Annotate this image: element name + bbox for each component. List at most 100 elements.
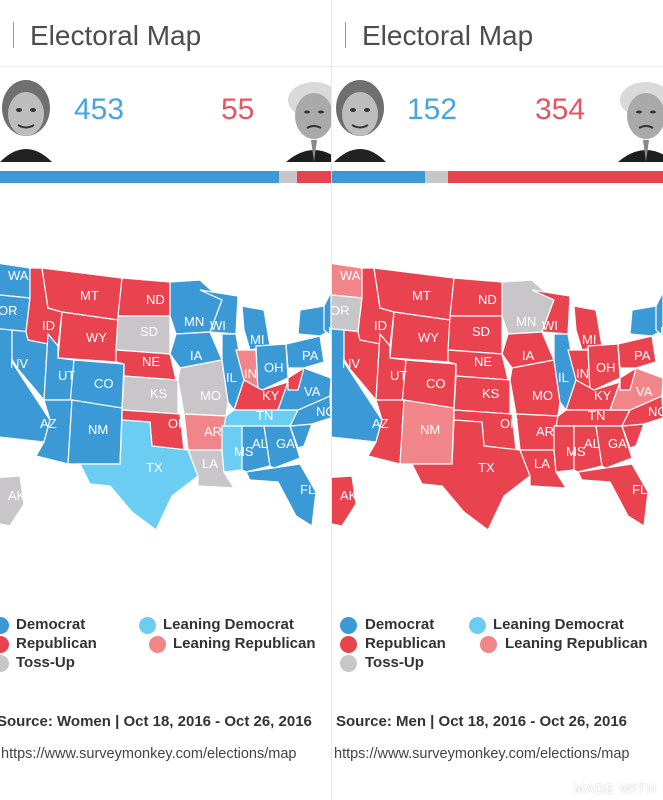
state-label-oh: OH [264,360,284,375]
legend-democrat: Democrat [365,616,435,633]
legend-swatch-leaning-democrat [139,617,156,634]
state-ny [629,305,663,337]
seat-bar-tossup [424,171,448,183]
panel-title: Electoral Map [30,20,202,51]
state-ms [221,425,243,473]
state-label-ne: NE [142,354,160,369]
state-label-ms: MS [566,444,586,459]
state-fl [245,463,317,528]
seat-balance-bar [0,171,331,183]
legend-swatch-republican [0,636,9,653]
rep-electoral-count: 55 [221,93,255,126]
state-label-va: VA [304,384,321,399]
state-label-pa: PA [634,348,651,363]
state-label-sd: SD [140,324,158,339]
state-label-wa: WA [8,268,29,283]
state-label-wy: WY [418,330,439,345]
clinton-portrait-icon [0,80,52,162]
state-label-wi: WI [210,318,226,333]
state-label-ga: GA [608,436,627,451]
seat-bar-rep [447,171,663,183]
us-electoral-map: WA OR ID MT ND WY SD NV UT CO NE KS AZ NM OK TX MN IA MO AR… [332,262,663,531]
legend-tossup: Toss-Up [365,654,424,671]
state-label-tx: TX [146,460,163,475]
state-label-ut: UT [390,368,407,383]
panel-women: Electoral Map 453 55 WA OR ID MT ND WY SD NV UT C… [0,0,331,800]
state-label-la: LA [534,456,550,471]
state-label-ak: AK [8,488,26,503]
trump-portrait-icon [618,82,663,162]
state-label-il: IL [226,370,237,385]
state-label-co: CO [426,376,446,391]
state-label-ms: MS [234,444,254,459]
state-label-ar: AR [536,424,554,439]
state-label-id: ID [42,318,55,333]
state-label-mn: MN [184,314,204,329]
legend-leaning-republican: Leaning Republican [505,635,648,652]
state-label-tn: TN [256,408,273,423]
source-note: Source: Men | Oct 18, 2016 - Oct 26, 201… [336,713,627,730]
state-label-va: VA [636,384,653,399]
panel-title: Electoral Map [362,20,534,51]
state-label-or: OR [332,303,350,318]
state-ga [263,425,301,469]
state-label-fl: FL [632,482,647,497]
state-wv [287,366,305,391]
panel-header: Electoral Map [332,0,663,67]
state-label-ny: NY [328,324,331,339]
watermark: MADE WITH [573,781,657,796]
dem-electoral-count: 152 [407,93,458,126]
state-label-mo: MO [532,388,553,403]
state-label-mt: MT [80,288,99,303]
state-al [573,425,603,473]
state-label-pa: PA [302,348,319,363]
state-label-ak: AK [340,488,358,503]
state-ne-us [655,291,663,337]
state-label-ok: OK [168,416,187,431]
state-label-ut: UT [58,368,75,383]
state-label-nc: NC [648,404,663,419]
state-label-ne: NE [474,354,492,369]
state-label-ks: KS [150,386,168,401]
seat-bar-dem [0,171,279,183]
state-label-nd: ND [146,292,165,307]
state-label-wi: WI [542,318,558,333]
source-url-link[interactable]: https://www.surveymonkey.com/elections/m… [1,746,297,762]
state-label-ks: KS [482,386,500,401]
state-ne-us [323,291,331,337]
us-electoral-map: WA OR ID MT ND WY SD NV UT CO NE KS AZ NM OK TX MN IA MO AR… [0,262,331,531]
state-oh [587,343,621,393]
state-label-nm: NM [420,422,440,437]
legend-swatch-republican [340,636,357,653]
state-label-nm: NM [88,422,108,437]
state-label-al: AL [584,436,600,451]
legend-tossup: Toss-Up [16,654,75,671]
seat-balance-bar [332,171,663,183]
legend-swatch-leaning-republican [480,636,497,653]
state-label-mt: MT [412,288,431,303]
legend-leaning-democrat: Leaning Democrat [493,616,624,633]
state-ak [332,475,357,527]
legend-leaning-republican: Leaning Republican [173,635,316,652]
state-wi [531,289,571,335]
state-label-oh: OH [596,360,616,375]
state-label-ia: IA [522,348,535,363]
state-label-ky: KY [594,388,612,403]
state-label-id: ID [374,318,387,333]
state-ms [553,425,575,473]
state-label-nv: NV [342,356,360,371]
legend-swatch-leaning-democrat [469,617,486,634]
map-legend: Democrat Leaning Democrat Republican Lea… [0,614,331,674]
state-label-sd: SD [472,324,490,339]
rep-electoral-count: 354 [535,93,586,126]
state-pa [617,335,657,369]
state-label-ia: IA [190,348,203,363]
source-url-link[interactable]: https://www.surveymonkey.com/elections/m… [334,746,630,762]
legend-swatch-democrat [340,617,357,634]
header-divider [345,22,346,48]
state-label-co: CO [94,376,114,391]
state-label-wa: WA [340,268,361,283]
state-oh [255,343,289,393]
seat-bar-tossup [278,171,298,183]
state-label-in: IN [576,366,589,381]
